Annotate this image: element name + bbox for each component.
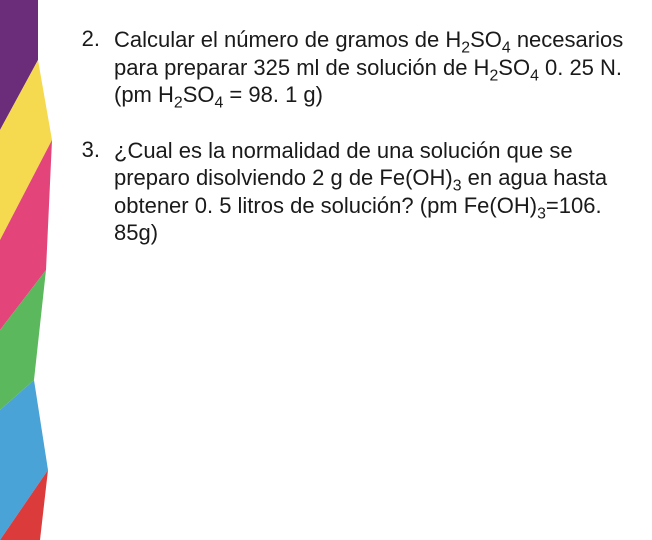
- question-number: 3.: [68, 137, 114, 163]
- question-text: ¿Cual es la normalidad de una solución q…: [114, 137, 628, 247]
- question-number: 2.: [68, 26, 114, 52]
- decorative-sidebar: [0, 0, 60, 540]
- question-item: 2.Calcular el número de gramos de H2SO4 …: [68, 26, 628, 109]
- question-text: Calcular el número de gramos de H2SO4 ne…: [114, 26, 628, 109]
- question-list: 2.Calcular el número de gramos de H2SO4 …: [68, 26, 628, 275]
- question-item: 3. ¿Cual es la normalidad de una solució…: [68, 137, 628, 247]
- sidebar-svg: [0, 0, 60, 540]
